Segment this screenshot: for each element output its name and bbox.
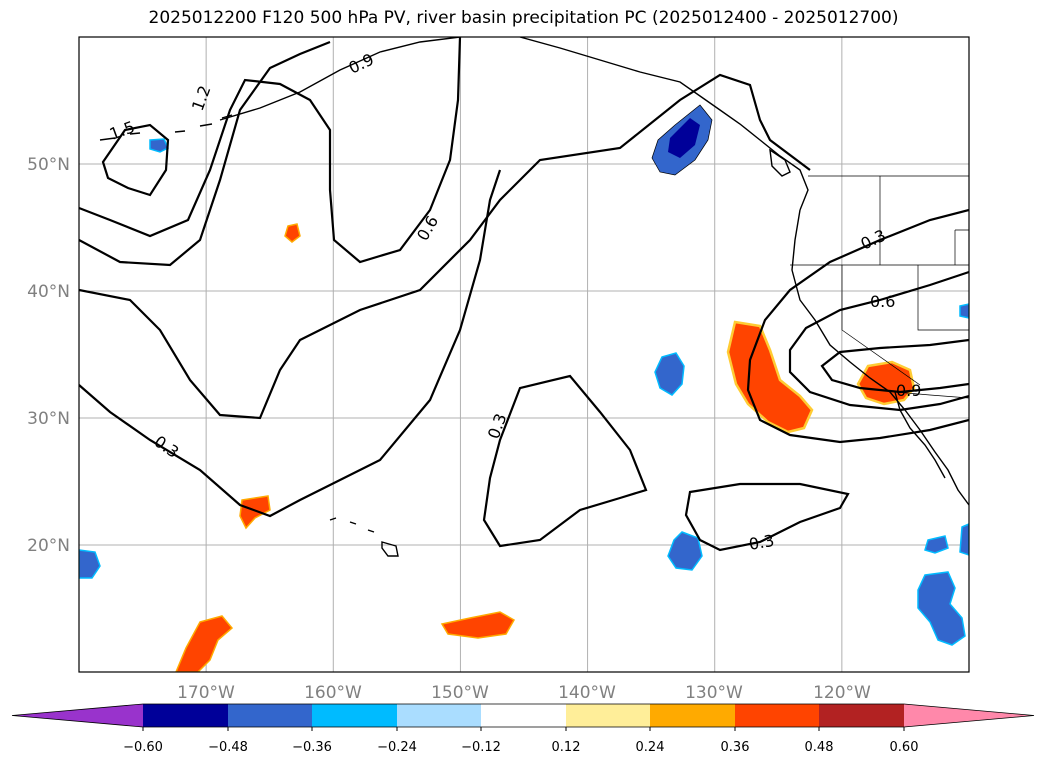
latitude-labels: 50°N 40°N 30°N 20°N xyxy=(27,155,70,556)
pv-contour-1.2 xyxy=(79,37,462,264)
contour-label-0.9-east: 0.9 xyxy=(896,381,921,400)
map-title: 2025012200 F120 500 hPa PV, river basin … xyxy=(148,8,899,28)
anomaly-positive-north-pacific xyxy=(284,223,301,243)
colorbar-segment xyxy=(566,704,650,727)
border-us-mexico xyxy=(894,391,969,399)
coastline-hawaii xyxy=(329,517,399,557)
anomaly-positive-hawaii-west xyxy=(239,495,271,530)
anomaly-negative-edge-right xyxy=(959,523,969,556)
contour-label-1.2: 1.2 xyxy=(188,83,215,113)
lon-tick-label: 160°W xyxy=(304,683,362,703)
colorbar-segment xyxy=(228,704,312,727)
colorbar: −0.60 −0.48 −0.36 −0.24 −0.12 0.12 0.24 … xyxy=(11,703,1035,755)
coastline-islands-aleutian xyxy=(99,114,233,141)
colorbar-segments xyxy=(11,703,1035,731)
anomaly-negative-west-edge xyxy=(79,549,101,579)
lat-tick-label: 20°N xyxy=(27,536,70,556)
contour-label-1.5: 1.5 xyxy=(107,117,137,144)
colorbar-tick-label: −0.12 xyxy=(461,740,501,755)
lon-tick-label: 140°W xyxy=(558,683,616,703)
contour-label-0.3-central: 0.3 xyxy=(484,411,511,441)
anomaly-positive-south-central xyxy=(440,611,516,639)
political-borders xyxy=(790,175,969,399)
colorbar-tick-label: −0.36 xyxy=(292,740,332,755)
pv-contour-0.3-central xyxy=(482,374,648,548)
border-states xyxy=(790,176,969,386)
colorbar-tick-label: 0.60 xyxy=(890,740,919,755)
anomaly-negative-mexico xyxy=(917,571,966,646)
map-frame xyxy=(78,36,970,673)
pv-contour-0.9 xyxy=(79,40,331,267)
colorbar-tick-label: 0.36 xyxy=(721,740,750,755)
colorbar-segment xyxy=(397,704,481,727)
colorbar-tick-label: −0.48 xyxy=(208,740,248,755)
longitude-labels: 170°W 160°W 150°W 140°W 130°W 120°W xyxy=(177,683,871,703)
anomaly-negative-mexico-small xyxy=(924,535,949,554)
colorbar-tick-label: 0.24 xyxy=(636,740,665,755)
colorbar-tick-label: 0.48 xyxy=(805,740,834,755)
coastlines xyxy=(99,37,969,557)
pv-contour-0.3-south xyxy=(684,482,850,552)
colorbar-segment xyxy=(143,704,228,727)
colorbar-segment xyxy=(312,704,397,727)
colorbar-ticks: −0.60 −0.48 −0.36 −0.24 −0.12 0.12 0.24 … xyxy=(123,740,918,755)
coastline-west-coast xyxy=(791,209,969,506)
colorbar-tick-label: −0.60 xyxy=(123,740,163,755)
lat-tick-label: 40°N xyxy=(27,282,70,302)
anomaly-negative-edge-right2 xyxy=(959,303,969,319)
pv-contours xyxy=(79,37,969,552)
pv-contour-0.6-north xyxy=(79,73,811,420)
anomaly-negative-aleutian xyxy=(149,138,169,153)
contour-label-0.9: 0.9 xyxy=(346,50,377,78)
contour-label-0.3-east: 0.3 xyxy=(858,226,889,254)
lat-tick-label: 30°N xyxy=(27,409,70,429)
pv-contour-0.3-west xyxy=(79,169,502,518)
lon-tick-label: 130°W xyxy=(685,683,743,703)
anomaly-strong-negative-alaska xyxy=(668,118,700,158)
precip-anomalies xyxy=(79,104,969,672)
map-area: 1.5 1.2 0.9 0.6 0.3 0.3 0.3 0.3 0.6 0.9 xyxy=(79,37,969,672)
colorbar-segment xyxy=(735,704,819,727)
anomaly-positive-south-west xyxy=(175,615,234,672)
lon-tick-label: 170°W xyxy=(177,683,235,703)
anomaly-positive-california xyxy=(726,320,814,434)
colorbar-segment xyxy=(650,704,735,727)
colorbar-extend-low xyxy=(12,704,143,727)
pv-contour-1.5 xyxy=(101,123,170,197)
contour-label-0.6: 0.6 xyxy=(413,212,442,244)
colorbar-segment xyxy=(481,704,566,727)
pv-contour-0.9-east xyxy=(820,338,969,394)
gridlines xyxy=(79,37,969,672)
coastline-baja xyxy=(894,391,946,479)
colorbar-extend-high xyxy=(904,704,1034,727)
contour-label-0.6-east: 0.6 xyxy=(870,292,895,311)
coastline-alaska xyxy=(219,37,809,211)
pv-contour-0.6-east xyxy=(788,270,969,412)
coastline-vancouver xyxy=(769,148,791,177)
contour-labels: 1.5 1.2 0.9 0.6 0.3 0.3 0.3 0.3 0.6 0.9 xyxy=(107,50,922,554)
colorbar-tick-label: 0.12 xyxy=(552,740,581,755)
lon-tick-label: 120°W xyxy=(813,683,871,703)
colorbar-tick-label: −0.24 xyxy=(377,740,417,755)
colorbar-segment xyxy=(819,704,904,727)
lon-tick-label: 150°W xyxy=(431,683,489,703)
anomaly-negative-south xyxy=(667,531,703,571)
lat-tick-label: 50°N xyxy=(27,155,70,175)
anomaly-negative-offshore xyxy=(654,352,685,396)
contour-label-0.3-south: 0.3 xyxy=(747,531,775,554)
pv-contour-0.3-east xyxy=(746,208,969,444)
